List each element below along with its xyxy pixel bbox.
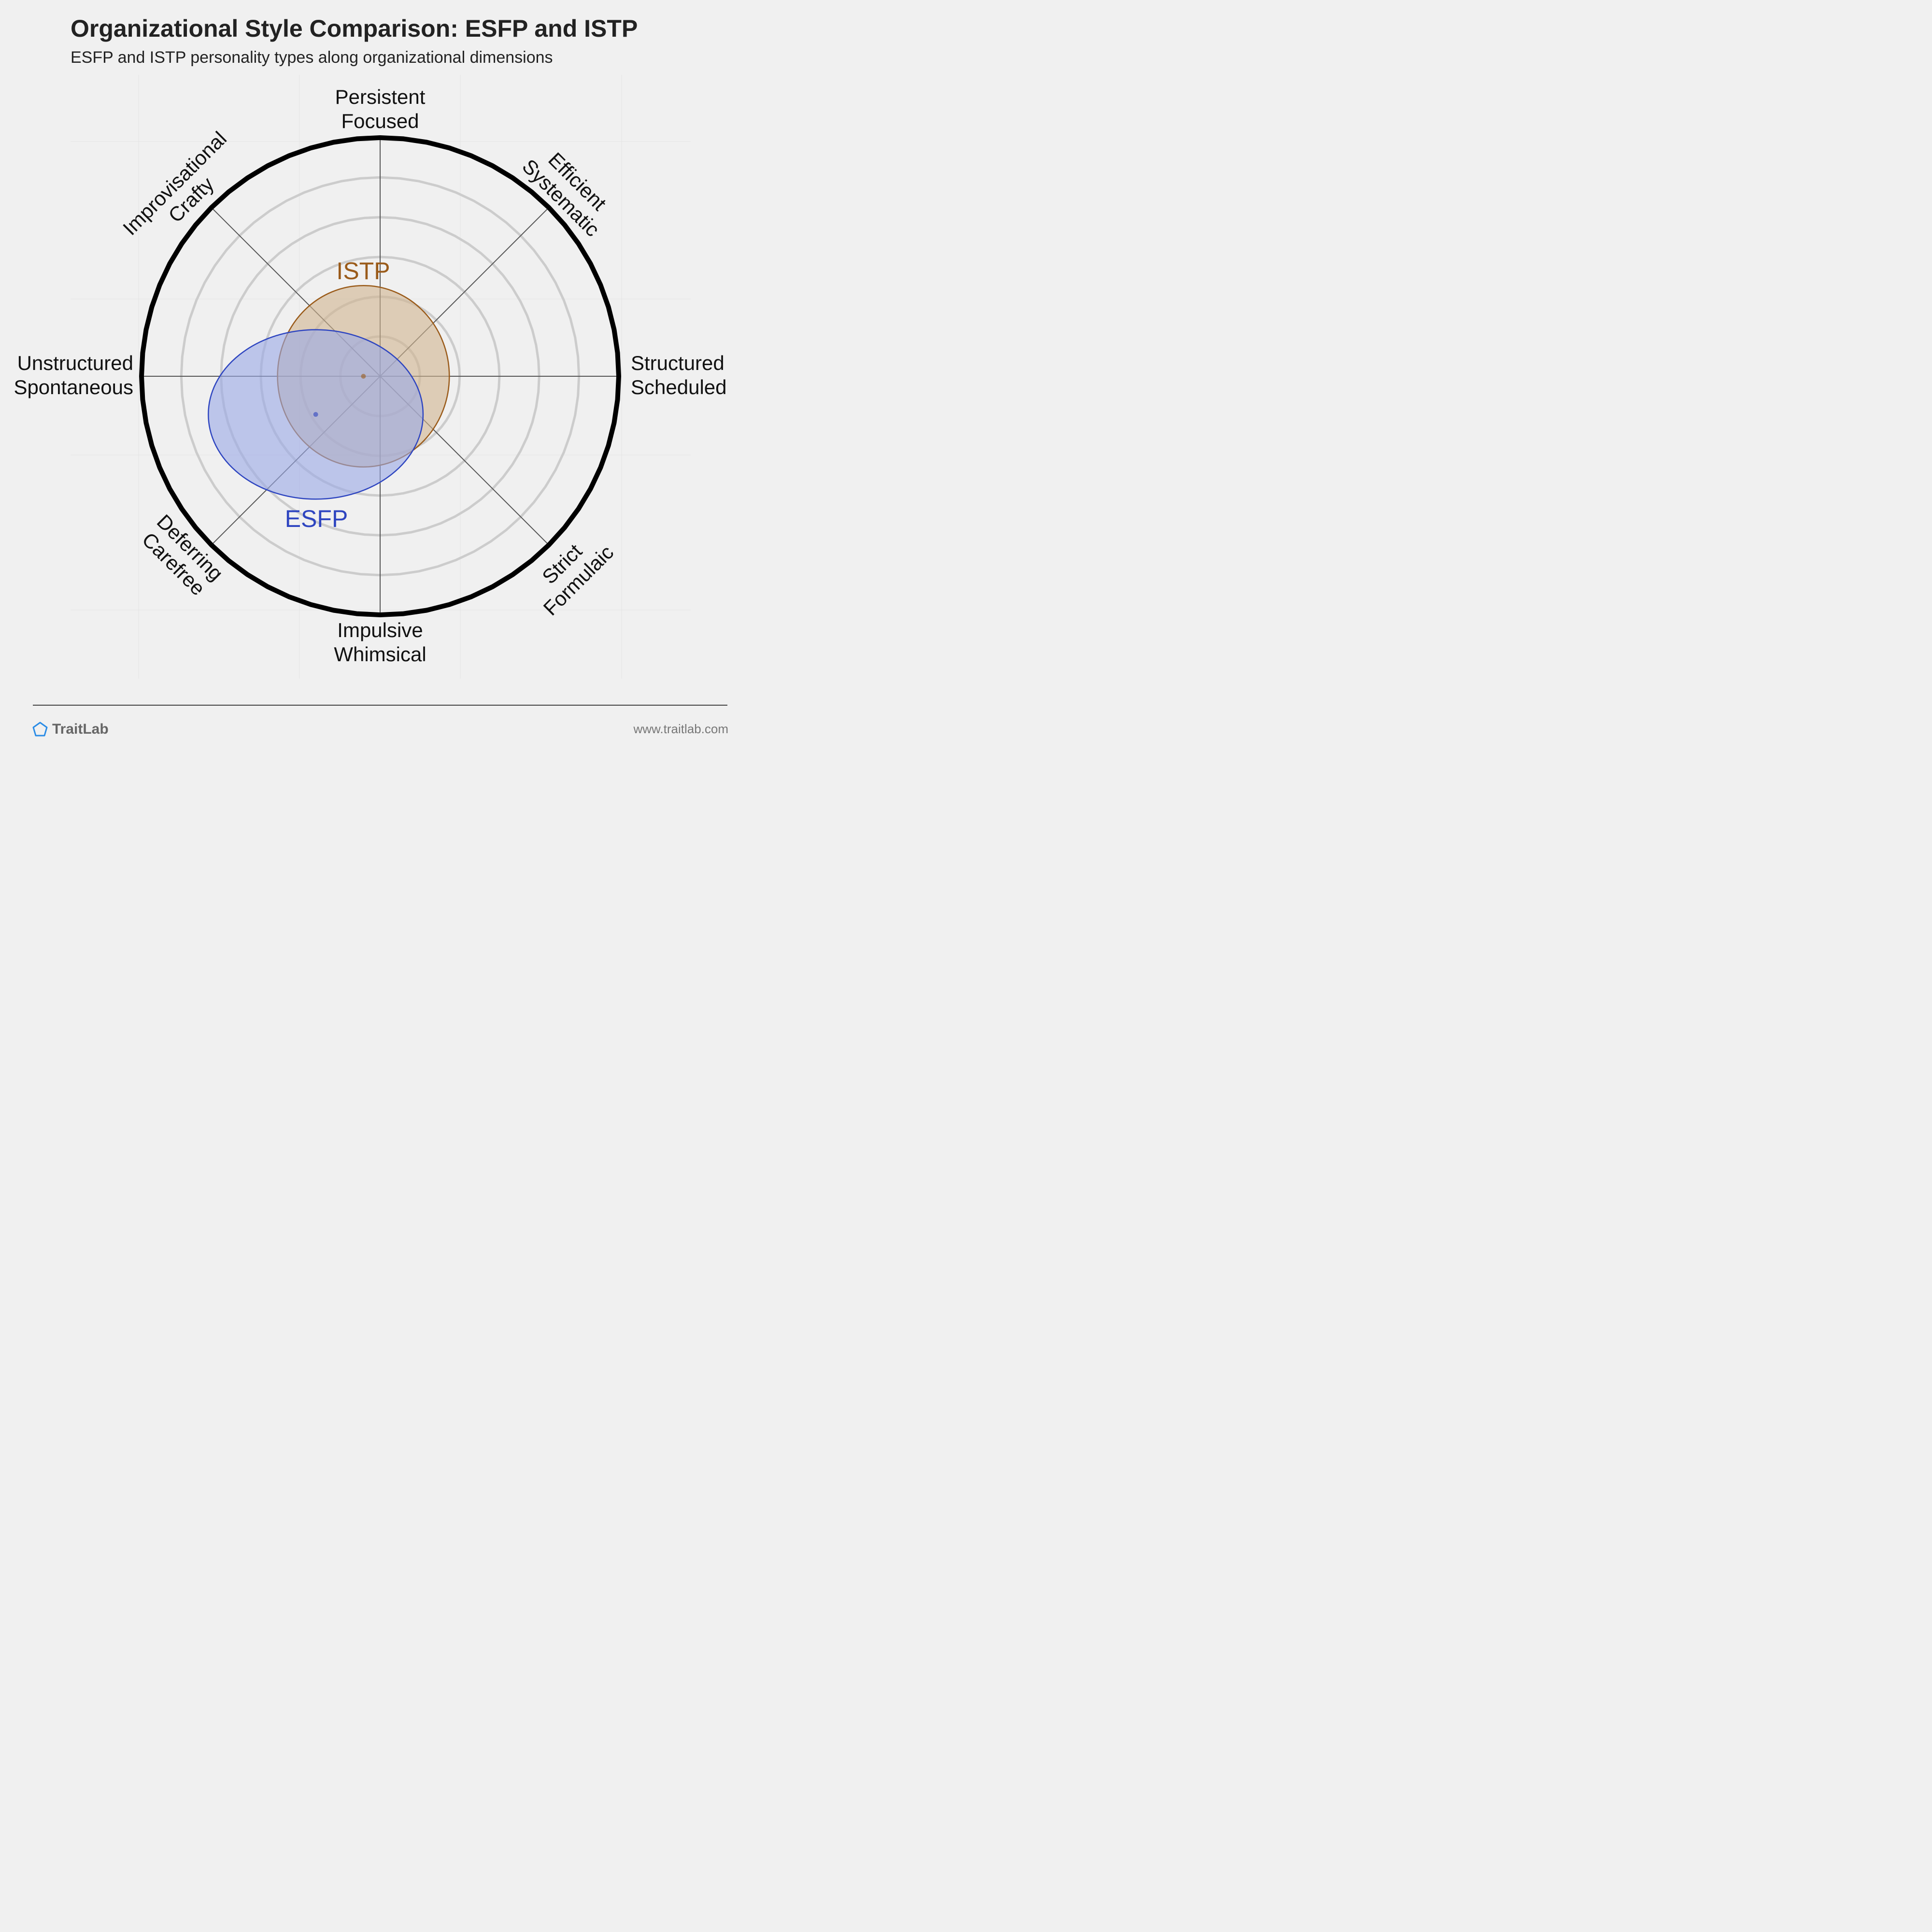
footer-divider: [33, 705, 727, 706]
axis-label-line: Improvisational: [118, 127, 231, 240]
polar-chart: ISTP ESFP Persistent Focused EfficientSystem…: [14, 75, 727, 679]
chart-subtitle: ESFP and ISTP personality types along or…: [71, 48, 553, 67]
pentagon-icon: [32, 722, 48, 737]
axis-label-line: Whimsical: [334, 643, 426, 666]
series-label-esfp: ESFP: [285, 505, 348, 532]
brand-logo: TraitLab: [32, 719, 109, 740]
axis-label-line: Impulsive: [337, 619, 423, 641]
axis-label-right: Structured Scheduled: [631, 352, 727, 398]
series-center-point-esfp: [313, 412, 318, 417]
axis-label-bottom: Impulsive Whimsical: [334, 619, 426, 666]
axis-label-line: Persistent: [335, 85, 426, 108]
footer-url: www.traitlab.com: [633, 722, 729, 736]
series-label-istp: ISTP: [336, 257, 390, 284]
axis-label-line: Focused: [341, 110, 419, 132]
series-center-point-istp: [361, 374, 366, 379]
axis-label-bottom-left: DeferringCarefree: [136, 510, 227, 601]
axis-label-line: Unstructured: [17, 352, 133, 374]
axis-label-top: Persistent Focused: [335, 85, 426, 132]
axis-label-line: Spontaneous: [14, 376, 133, 398]
axis-label-line: Scheduled: [631, 376, 727, 398]
axis-label-bottom-right: StrictFormulaic: [523, 525, 618, 620]
outer-ring: [139, 135, 621, 617]
axis-label-left: Unstructured Spontaneous: [14, 352, 133, 398]
brand-name: TraitLab: [52, 721, 109, 737]
chart-title: Organizational Style Comparison: ESFP an…: [71, 15, 638, 42]
axis-label-top-right: EfficientSystematic: [518, 138, 620, 241]
axis-label-line: Structured: [631, 352, 724, 374]
